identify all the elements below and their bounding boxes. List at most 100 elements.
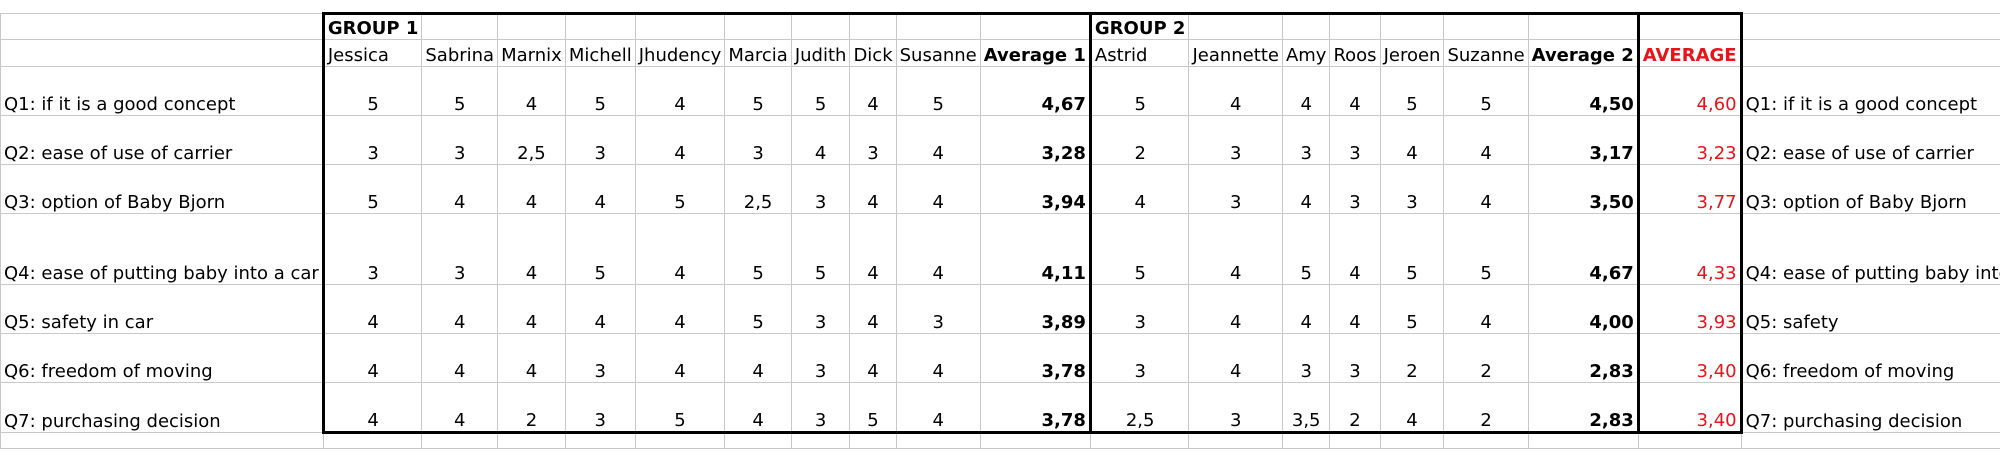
average1-value[interactable]: 3,78 [979, 382, 1092, 434]
cell[interactable] [790, 12, 851, 40]
group1-score[interactable]: 4 [497, 164, 566, 214]
group2-score[interactable]: 4 [1443, 164, 1529, 214]
group1-score[interactable]: 4 [849, 213, 897, 285]
group1-score[interactable]: 5 [564, 66, 636, 116]
group2-name[interactable]: Suzanne [1443, 39, 1529, 67]
cell[interactable] [0, 432, 324, 449]
group1-name[interactable]: Jessica [321, 39, 423, 67]
group1-score[interactable]: 4 [634, 213, 726, 285]
group2-score[interactable]: 3 [1188, 382, 1283, 434]
question-label-right[interactable]: Q1: if it is a good concept [1740, 66, 2000, 116]
group2-score[interactable]: 3 [1188, 115, 1283, 165]
question-label[interactable]: Q3: option of Baby Bjorn [0, 164, 324, 214]
cell[interactable] [1188, 12, 1283, 40]
group1-name[interactable]: Susanne [895, 39, 981, 67]
group2-score[interactable]: 3 [1281, 333, 1331, 383]
group2-name[interactable]: Astrid [1089, 39, 1190, 67]
question-label[interactable]: Q6: freedom of moving [0, 333, 324, 383]
group2-score[interactable]: 4 [1188, 333, 1283, 383]
group1-score[interactable]: 4 [895, 115, 981, 165]
average2-value[interactable]: 4,00 [1527, 284, 1640, 334]
question-label-right[interactable]: Q3: option of Baby Bjorn [1740, 164, 2000, 214]
group2-score[interactable]: 4 [1329, 213, 1381, 285]
group2-score[interactable]: 5 [1443, 213, 1529, 285]
cell[interactable] [1527, 12, 1640, 40]
group1-score[interactable]: 5 [321, 164, 423, 214]
group2-score[interactable]: 4 [1443, 284, 1529, 334]
group1-score[interactable]: 3 [564, 382, 636, 434]
group1-score[interactable]: 2,5 [497, 115, 566, 165]
group1-name[interactable]: Sabrina [421, 39, 499, 67]
group2-score[interactable]: 3 [1379, 164, 1445, 214]
group2-score[interactable]: 5 [1379, 284, 1445, 334]
group1-score[interactable]: 3 [790, 333, 851, 383]
group2-score[interactable]: 4 [1329, 66, 1381, 116]
group1-score[interactable]: 4 [634, 66, 726, 116]
group1-score[interactable]: 4 [421, 382, 499, 434]
group1-score[interactable]: 4 [421, 284, 499, 334]
question-label-right[interactable]: Q7: purchasing decision [1740, 382, 2000, 433]
group1-score[interactable]: 4 [849, 284, 897, 334]
group1-score[interactable]: 4 [421, 333, 499, 383]
group1-score[interactable]: 3 [421, 115, 499, 165]
group2-score[interactable]: 4 [1443, 115, 1529, 165]
group1-score[interactable]: 3 [790, 164, 851, 214]
group1-score[interactable]: 2 [497, 382, 566, 434]
group2-score[interactable]: 3 [1089, 333, 1190, 383]
cell[interactable] [1443, 432, 1529, 449]
cell[interactable] [497, 432, 566, 449]
group1-score[interactable]: 4 [564, 164, 636, 214]
group2-name[interactable]: Jeroen [1379, 39, 1445, 67]
group1-score[interactable]: 5 [849, 382, 897, 434]
average-total-value[interactable]: 3,93 [1637, 284, 1743, 334]
group2-score[interactable]: 2 [1329, 382, 1381, 434]
group1-score[interactable]: 4 [724, 382, 792, 434]
group2-score[interactable]: 5 [1089, 66, 1190, 116]
group2-label[interactable]: GROUP 2 [1089, 12, 1190, 40]
average-total-header[interactable]: AVERAGE [1637, 39, 1743, 67]
cell[interactable] [1329, 12, 1381, 40]
cell[interactable] [1527, 432, 1639, 449]
group2-score[interactable]: 3 [1329, 164, 1381, 214]
group2-score[interactable]: 3 [1281, 115, 1331, 165]
cell[interactable] [1089, 432, 1190, 449]
group1-score[interactable]: 3 [564, 115, 636, 165]
group1-score[interactable]: 4 [497, 213, 566, 285]
group1-score[interactable]: 4 [321, 382, 423, 434]
group1-score[interactable]: 3 [564, 333, 636, 383]
cell[interactable] [322, 432, 423, 449]
question-label[interactable]: Q5: safety in car [0, 284, 324, 334]
group2-score[interactable]: 5 [1443, 66, 1529, 116]
group2-score[interactable]: 2 [1443, 382, 1529, 434]
group1-name[interactable]: Michell [564, 39, 636, 67]
group1-score[interactable]: 4 [895, 213, 981, 285]
group1-score[interactable]: 4 [634, 284, 726, 334]
group1-score[interactable]: 3 [724, 115, 792, 165]
group1-score[interactable]: 5 [634, 164, 726, 214]
cell[interactable] [1443, 12, 1529, 40]
question-label-right[interactable]: Q6: freedom of moving [1740, 333, 2000, 383]
average1-header[interactable]: Average 1 [979, 39, 1092, 67]
average-total-value[interactable]: 3,40 [1637, 382, 1743, 434]
group1-score[interactable]: 5 [564, 213, 636, 285]
cell[interactable] [1740, 432, 2000, 449]
group2-score[interactable]: 4 [1188, 213, 1283, 285]
group1-score[interactable]: 3 [321, 115, 423, 165]
group1-score[interactable]: 4 [849, 66, 897, 116]
group1-score[interactable]: 4 [421, 164, 499, 214]
group1-name[interactable]: Marcia [724, 39, 792, 67]
group1-score[interactable]: 5 [724, 66, 792, 116]
average1-value[interactable]: 3,28 [979, 115, 1092, 165]
group2-score[interactable]: 3 [1329, 333, 1381, 383]
group2-score[interactable]: 5 [1089, 213, 1190, 285]
group2-score[interactable]: 3,5 [1281, 382, 1331, 434]
group1-name[interactable]: Jhudency [634, 39, 726, 67]
average2-value[interactable]: 3,17 [1527, 115, 1640, 165]
group1-score[interactable]: 5 [634, 382, 726, 434]
group1-score[interactable]: 5 [790, 213, 851, 285]
average-total-value[interactable]: 3,40 [1637, 333, 1743, 383]
group1-score[interactable]: 4 [724, 333, 792, 383]
average2-header[interactable]: Average 2 [1527, 39, 1640, 67]
group1-score[interactable]: 3 [790, 284, 851, 334]
group1-score[interactable]: 3 [790, 382, 851, 434]
